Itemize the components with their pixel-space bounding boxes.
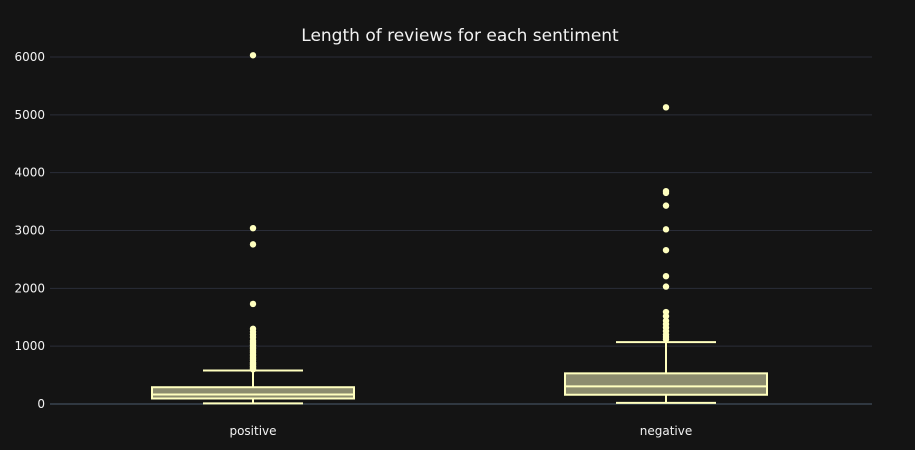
y-tick-label: 6000 (14, 50, 45, 64)
y-tick-label: 4000 (14, 166, 45, 180)
outlier-point (249, 224, 257, 232)
outlier-point (662, 317, 670, 324)
outlier-point (249, 52, 257, 59)
x-tick-label: positive (229, 424, 276, 438)
outlier-point (249, 241, 257, 248)
outlier-point (662, 283, 670, 290)
outlier-point (249, 300, 257, 308)
box-positive (151, 52, 355, 405)
x-tick-label: negative (640, 424, 692, 438)
outlier-point (662, 308, 670, 316)
y-tick-label: 2000 (14, 281, 45, 295)
chart-title: Length of reviews for each sentiment (301, 26, 619, 46)
outlier-point (662, 187, 670, 195)
grid-layer (50, 56, 872, 405)
iqr-box (151, 386, 355, 400)
boxes-layer (151, 52, 768, 405)
y-tick-label: 0 (37, 397, 45, 411)
outlier-point (249, 325, 257, 333)
y-tick-label: 5000 (14, 108, 45, 122)
iqr-box (564, 372, 768, 396)
y-tick-label: 3000 (14, 224, 45, 238)
outlier-point (662, 246, 670, 254)
outlier-point (662, 202, 670, 209)
box-negative (564, 104, 768, 404)
x-axis: positive negative (229, 424, 692, 438)
outlier-point (662, 104, 670, 111)
outlier-point (662, 272, 670, 280)
y-tick-label: 1000 (14, 339, 45, 353)
y-axis: 0 1000 2000 3000 4000 5000 6000 (14, 50, 45, 411)
outlier-point (662, 226, 670, 233)
